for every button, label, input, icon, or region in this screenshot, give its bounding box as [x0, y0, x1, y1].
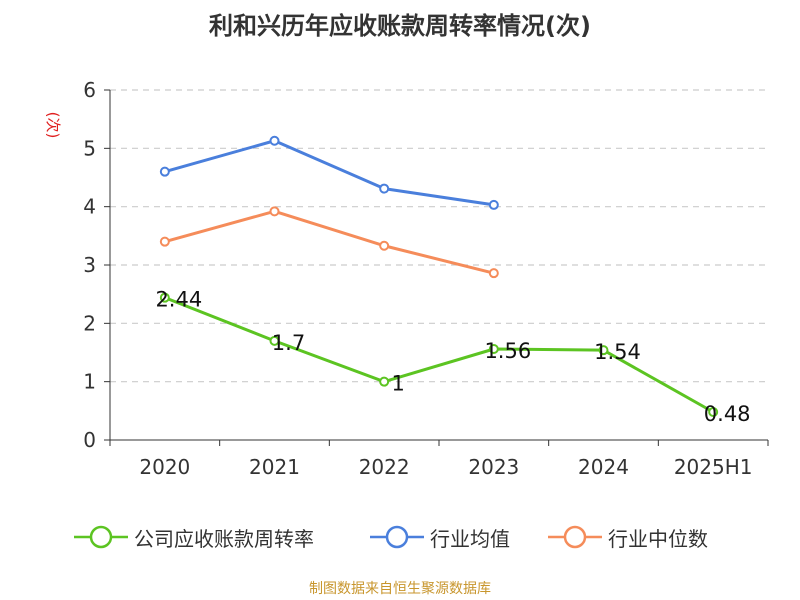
legend-marker-icon — [370, 525, 424, 549]
data-point — [269, 135, 280, 146]
legend-marker-icon — [548, 525, 602, 549]
x-tick-label: 2020 — [139, 455, 190, 479]
data-point — [708, 407, 719, 417]
legend: 公司应收账款周转率 行业均值 行业中位数 — [0, 520, 800, 554]
data-point — [159, 236, 170, 247]
legend-item[interactable]: 公司应收账款周转率 — [74, 520, 314, 554]
data-point — [269, 206, 280, 217]
data-label: 2.44 — [155, 288, 202, 312]
data-label: 1.7 — [272, 331, 305, 355]
data-point — [488, 199, 499, 210]
y-tick-label: 2 — [83, 311, 96, 335]
data-point — [159, 166, 170, 177]
legend-marker-icon — [74, 525, 128, 549]
y-tick-label: 1 — [83, 370, 96, 394]
legend-label: 行业均值 — [430, 526, 510, 551]
series-line — [164, 296, 714, 414]
data-point — [269, 335, 280, 346]
data-point — [488, 268, 499, 279]
data-label: 1.56 — [484, 339, 531, 363]
x-tick-label: 2025H1 — [674, 455, 753, 479]
series-line — [164, 139, 495, 207]
x-tick-label: 2022 — [359, 455, 410, 479]
data-point — [488, 344, 499, 354]
legend-item[interactable]: 行业中位数 — [548, 520, 708, 554]
data-point — [379, 376, 390, 387]
x-tick-label: 2021 — [249, 455, 300, 479]
data-point — [598, 345, 609, 356]
data-point — [379, 183, 390, 194]
legend-item[interactable]: 行业均值 — [370, 520, 510, 554]
legend-label: 行业中位数 — [608, 526, 708, 551]
y-tick-label: 4 — [83, 195, 96, 219]
series-line — [164, 209, 495, 275]
y-tick-label: 5 — [83, 136, 96, 160]
y-tick-label: 3 — [83, 253, 96, 277]
source-note: 制图数据来自恒生聚源数据库 — [309, 581, 491, 597]
data-label: 1 — [391, 372, 404, 396]
y-tick-label: 0 — [83, 428, 96, 452]
chart-title: 利和兴历年应收账款周转率情况(次) — [209, 12, 591, 40]
x-tick-label: 2023 — [468, 455, 519, 479]
data-label: 1.54 — [594, 340, 641, 364]
y-axis-label: (次) — [44, 112, 62, 139]
data-point — [379, 240, 390, 251]
data-label: 0.48 — [704, 402, 751, 426]
data-point — [159, 292, 170, 303]
y-tick-label: 6 — [83, 78, 96, 102]
legend-label: 公司应收账款周转率 — [134, 526, 314, 551]
x-tick-label: 2024 — [578, 455, 629, 479]
